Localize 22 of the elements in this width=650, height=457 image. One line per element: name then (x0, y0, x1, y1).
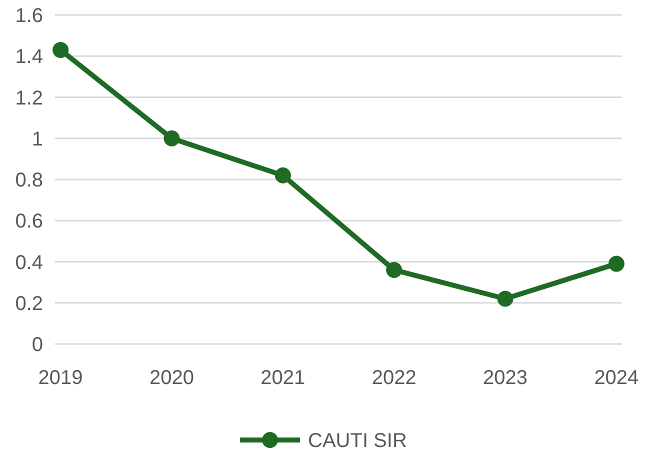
point (386, 262, 402, 278)
y-tick-label: 0.4 (15, 252, 43, 274)
y-tick-label: 0 (32, 334, 43, 356)
point (608, 256, 624, 272)
x-tick-label: 2021 (260, 367, 306, 389)
point (52, 42, 69, 58)
y-tick-label: 1.4 (15, 46, 43, 68)
point (274, 167, 291, 184)
y-tick-label: 1.6 (15, 5, 43, 27)
point (497, 290, 514, 307)
x-tick-label: 2024 (594, 367, 639, 389)
legend-label: CAUTI SIR (308, 430, 407, 452)
y-tick-label: 1 (32, 128, 43, 150)
x-tick-label: 2022 (372, 367, 416, 389)
y-tick-label: 0.2 (15, 292, 43, 315)
x-tick-label: 2020 (149, 367, 194, 389)
y-tick-label: 0.6 (15, 210, 43, 233)
y-tick-label: 1.2 (15, 87, 43, 110)
x-tick-label: 2023 (483, 367, 528, 389)
y-tick-label: 0.8 (15, 170, 43, 192)
point (164, 130, 180, 146)
x-tick-label: 2019 (38, 367, 83, 389)
